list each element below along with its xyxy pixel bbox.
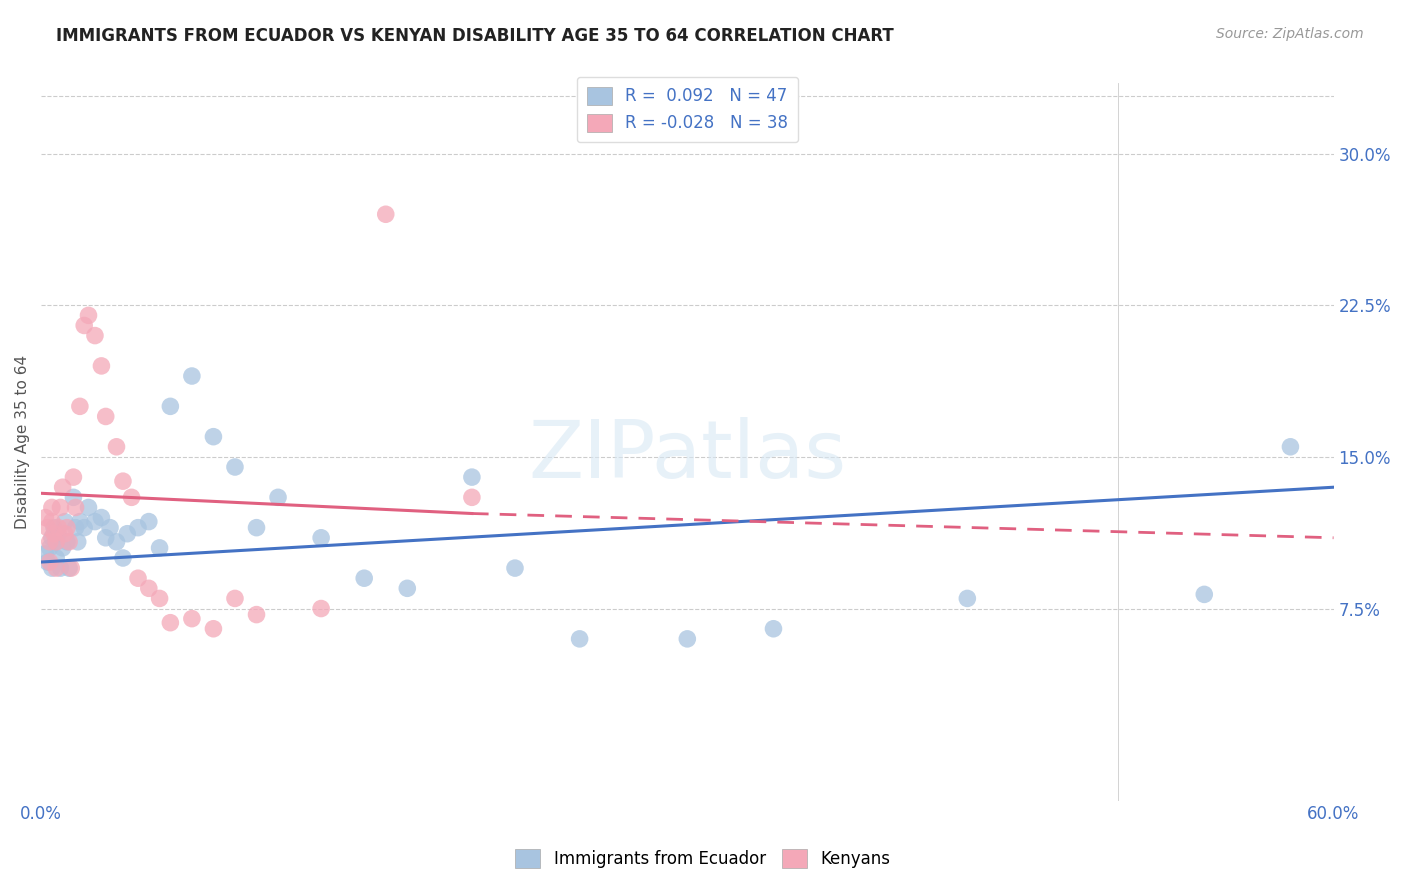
Point: [60, 561, 83, 575]
Point: [98, 521, 121, 535]
Point: [49, 500, 72, 515]
Point: [149, 591, 172, 606]
Point: [138, 515, 160, 529]
Point: [46, 521, 69, 535]
Point: [38, 541, 60, 555]
Point: [461, 491, 484, 505]
Point: [202, 622, 225, 636]
Point: [62, 491, 84, 505]
Point: [202, 430, 225, 444]
Point: [503, 561, 526, 575]
Text: ZIPatlas: ZIPatlas: [529, 417, 846, 495]
Point: [45, 561, 67, 575]
Point: [65, 500, 87, 515]
Point: [41, 515, 63, 529]
Point: [66, 534, 89, 549]
Point: [45, 534, 67, 549]
Point: [65, 521, 87, 535]
Point: [676, 632, 699, 646]
Point: [38, 534, 60, 549]
Point: [41, 531, 63, 545]
Point: [309, 531, 332, 545]
Point: [138, 582, 160, 596]
Point: [111, 551, 134, 566]
Point: [84, 515, 107, 529]
Point: [42, 526, 65, 541]
Point: [45, 534, 67, 549]
Point: [956, 591, 979, 606]
Point: [46, 526, 69, 541]
Point: [62, 470, 84, 484]
Point: [77, 500, 100, 515]
Point: [105, 440, 128, 454]
Point: [267, 491, 290, 505]
Point: [73, 521, 96, 535]
Point: [159, 400, 181, 414]
Point: [121, 491, 143, 505]
Point: [105, 534, 128, 549]
Point: [117, 526, 139, 541]
Point: [159, 615, 181, 630]
Point: [245, 607, 267, 622]
Y-axis label: Disability Age 35 to 64: Disability Age 35 to 64: [15, 355, 30, 529]
Point: [37, 555, 59, 569]
Point: [84, 328, 107, 343]
Point: [69, 515, 91, 529]
Point: [69, 400, 91, 414]
Point: [353, 571, 375, 585]
Point: [42, 521, 65, 535]
Point: [41, 561, 63, 575]
Point: [77, 309, 100, 323]
Point: [45, 551, 67, 566]
Point: [58, 561, 80, 575]
Legend: R =  0.092   N = 47, R = -0.028   N = 38: R = 0.092 N = 47, R = -0.028 N = 38: [576, 77, 799, 143]
Point: [53, 526, 76, 541]
Point: [180, 612, 202, 626]
Point: [58, 534, 80, 549]
Point: [374, 207, 396, 221]
Point: [41, 500, 63, 515]
Point: [53, 515, 76, 529]
Point: [245, 521, 267, 535]
Point: [90, 359, 112, 373]
Point: [127, 571, 149, 585]
Point: [461, 470, 484, 484]
Point: [56, 534, 79, 549]
Point: [127, 521, 149, 535]
Point: [94, 409, 117, 424]
Point: [56, 521, 79, 535]
Point: [224, 591, 246, 606]
Point: [762, 622, 785, 636]
Legend: Immigrants from Ecuador, Kenyans: Immigrants from Ecuador, Kenyans: [509, 843, 897, 875]
Point: [34, 510, 56, 524]
Point: [180, 369, 202, 384]
Point: [49, 561, 72, 575]
Point: [90, 510, 112, 524]
Point: [38, 555, 60, 569]
Point: [34, 547, 56, 561]
Point: [1194, 587, 1216, 601]
Point: [224, 460, 246, 475]
Point: [73, 318, 96, 333]
Point: [309, 601, 332, 615]
Point: [568, 632, 591, 646]
Text: IMMIGRANTS FROM ECUADOR VS KENYAN DISABILITY AGE 35 TO 64 CORRELATION CHART: IMMIGRANTS FROM ECUADOR VS KENYAN DISABI…: [56, 27, 894, 45]
Point: [1279, 440, 1302, 454]
Point: [94, 531, 117, 545]
Point: [149, 541, 172, 555]
Point: [37, 521, 59, 535]
Text: Source: ZipAtlas.com: Source: ZipAtlas.com: [1216, 27, 1364, 41]
Point: [396, 582, 419, 596]
Point: [52, 541, 75, 555]
Point: [52, 480, 75, 494]
Point: [111, 474, 134, 488]
